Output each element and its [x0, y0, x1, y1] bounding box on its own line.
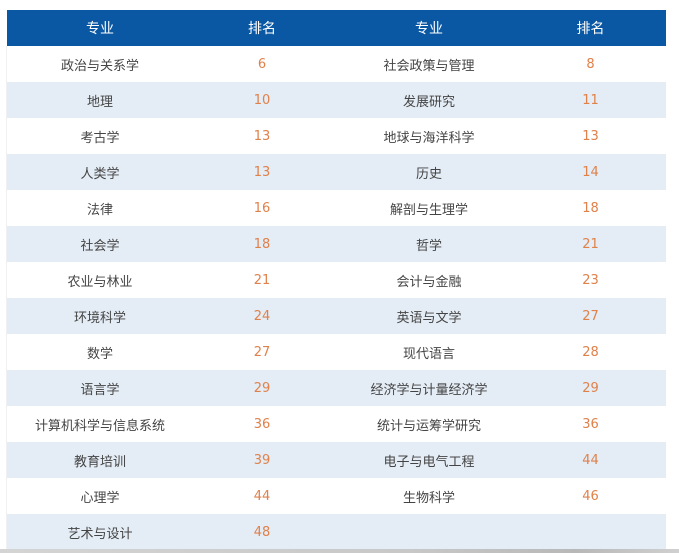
table-row: 考古学 13 地球与海洋科学 13	[7, 118, 666, 154]
table-row: 心理学 44 生物科学 46	[7, 478, 666, 514]
table-row: 法律 16 解剖与生理学 18	[7, 190, 666, 226]
rank-cell: 24	[193, 298, 331, 334]
rank-cell: 16	[193, 190, 331, 226]
table-row: 农业与林业 21 会计与金融 23	[7, 262, 666, 298]
rank-cell: 27	[193, 334, 331, 370]
rank-cell: 6	[193, 46, 331, 82]
table-row: 地理 10 发展研究 11	[7, 82, 666, 118]
major-cell: 农业与林业	[7, 262, 193, 298]
major-cell: 考古学	[7, 118, 193, 154]
major-cell: 地球与海洋科学	[331, 118, 527, 154]
major-cell: 地理	[7, 82, 193, 118]
major-cell: 现代语言	[331, 334, 527, 370]
rank-cell: 36	[527, 406, 666, 442]
major-cell: 教育培训	[7, 442, 193, 478]
major-cell: 生物科学	[331, 478, 527, 514]
major-cell: 数学	[7, 334, 193, 370]
rank-cell: 18	[527, 190, 666, 226]
rank-cell: 8	[527, 46, 666, 82]
rank-cell: 29	[193, 370, 331, 406]
header-major-left: 专业	[7, 10, 193, 46]
subject-ranking-table: 专业 排名 专业 排名 政治与关系学 6 社会政策与管理 8 地理 10 发展研…	[7, 10, 666, 550]
rank-cell: 28	[527, 334, 666, 370]
major-cell: 计算机科学与信息系统	[7, 406, 193, 442]
rank-cell: 23	[527, 262, 666, 298]
rank-cell: 44	[193, 478, 331, 514]
major-cell: 人类学	[7, 154, 193, 190]
major-cell: 发展研究	[331, 82, 527, 118]
rank-cell: 48	[193, 514, 331, 550]
major-cell: 社会政策与管理	[331, 46, 527, 82]
rank-cell: 39	[193, 442, 331, 478]
rank-cell: 21	[193, 262, 331, 298]
table-row: 社会学 18 哲学 21	[7, 226, 666, 262]
rank-cell: 29	[527, 370, 666, 406]
major-cell: 历史	[331, 154, 527, 190]
rank-cell: 27	[527, 298, 666, 334]
rank-cell: 46	[527, 478, 666, 514]
table-row: 数学 27 现代语言 28	[7, 334, 666, 370]
major-cell: 政治与关系学	[7, 46, 193, 82]
major-cell: 语言学	[7, 370, 193, 406]
major-cell: 法律	[7, 190, 193, 226]
bottom-scroll-edge	[0, 549, 679, 553]
header-major-right: 专业	[331, 10, 527, 46]
table-row: 环境科学 24 英语与文学 27	[7, 298, 666, 334]
table-row: 语言学 29 经济学与计量经济学 29	[7, 370, 666, 406]
table-row: 人类学 13 历史 14	[7, 154, 666, 190]
rank-cell: 11	[527, 82, 666, 118]
major-cell: 会计与金融	[331, 262, 527, 298]
table-row: 教育培训 39 电子与电气工程 44	[7, 442, 666, 478]
major-cell: 艺术与设计	[7, 514, 193, 550]
rank-cell: 13	[527, 118, 666, 154]
major-cell: 哲学	[331, 226, 527, 262]
major-cell	[331, 514, 527, 550]
table-row: 艺术与设计 48	[7, 514, 666, 550]
rank-cell: 21	[527, 226, 666, 262]
rank-cell: 13	[193, 154, 331, 190]
header-rank-right: 排名	[527, 10, 666, 46]
rank-cell: 18	[193, 226, 331, 262]
rank-cell: 10	[193, 82, 331, 118]
major-cell: 电子与电气工程	[331, 442, 527, 478]
major-cell: 解剖与生理学	[331, 190, 527, 226]
major-cell: 统计与运筹学研究	[331, 406, 527, 442]
major-cell: 社会学	[7, 226, 193, 262]
header-rank-left: 排名	[193, 10, 331, 46]
rank-cell: 36	[193, 406, 331, 442]
rank-cell: 44	[527, 442, 666, 478]
table-row: 政治与关系学 6 社会政策与管理 8	[7, 46, 666, 82]
rank-cell: 13	[193, 118, 331, 154]
major-cell: 心理学	[7, 478, 193, 514]
rank-cell: 14	[527, 154, 666, 190]
left-border-line	[6, 46, 7, 549]
table-header-row: 专业 排名 专业 排名	[7, 10, 666, 46]
major-cell: 环境科学	[7, 298, 193, 334]
rank-cell	[527, 514, 666, 550]
table-row: 计算机科学与信息系统 36 统计与运筹学研究 36	[7, 406, 666, 442]
major-cell: 英语与文学	[331, 298, 527, 334]
major-cell: 经济学与计量经济学	[331, 370, 527, 406]
